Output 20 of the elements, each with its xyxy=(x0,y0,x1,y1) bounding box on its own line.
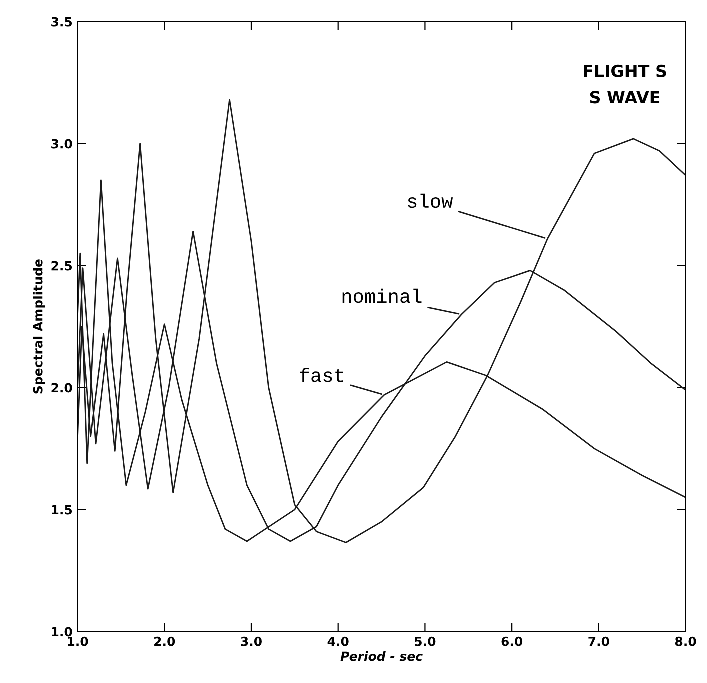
text: FLIGHT S S WAVE xyxy=(584,64,666,104)
y-tick-label: 3.5 xyxy=(52,17,72,27)
x-tick-label: 3.0 xyxy=(241,636,262,646)
annotation: slow xyxy=(408,194,454,208)
x-tick-label: 8.0 xyxy=(675,636,696,646)
y-tick-label: 2.5 xyxy=(52,261,72,271)
y-axis-title: Spectral Amplitude xyxy=(33,260,46,394)
x-tick-label: 7.0 xyxy=(588,636,610,646)
y-tick-label: 2.0 xyxy=(52,383,72,393)
y-tick-label: 1.0 xyxy=(52,627,72,637)
x-tick-label: 2.0 xyxy=(154,636,176,646)
annotation: fast xyxy=(300,368,344,382)
y-tick-label: 3.0 xyxy=(52,139,72,149)
x-tick-label: 4.0 xyxy=(328,636,349,646)
x-tick-label: 1.0 xyxy=(68,636,88,646)
x-tick-label: 6.0 xyxy=(502,636,523,646)
annotation: nominal xyxy=(342,288,422,304)
x-axis-title: Period - sec xyxy=(340,652,423,662)
y-tick-label: 1.5 xyxy=(52,505,72,515)
x-tick-label: 5.0 xyxy=(415,636,436,646)
